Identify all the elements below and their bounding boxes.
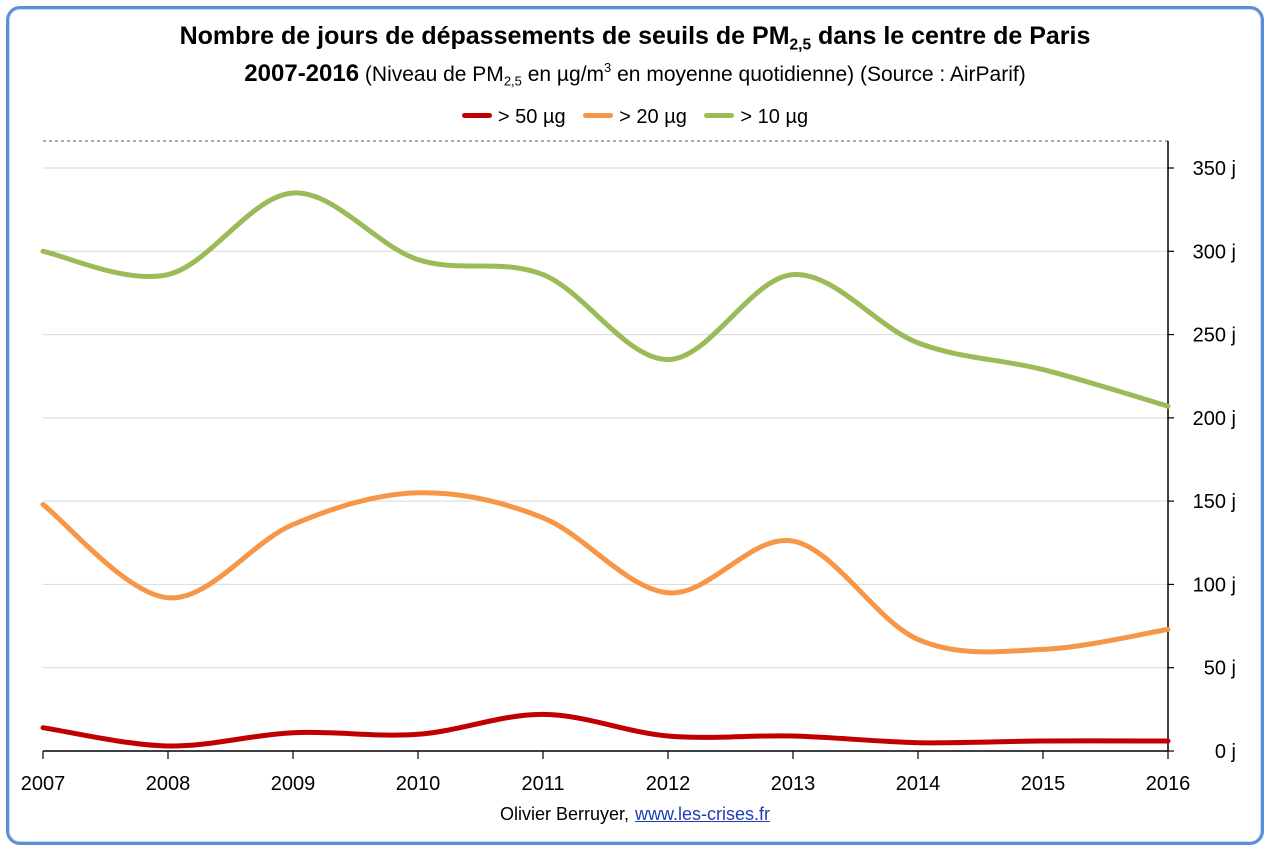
legend-item-over-10: > 10 µg [704, 106, 808, 129]
chart-subtitle: 2007-2016 (Niveau de PM2,5 en µg/m3 en m… [244, 59, 1026, 89]
x-tick-label: 2016 [1146, 773, 1191, 795]
legend-swatch [704, 113, 735, 119]
credit-line: Olivier Berruyer, www.les-crises.fr [0, 804, 1270, 825]
series-line-over-20 [40, 490, 1171, 655]
y-tick-label: 100 j [1193, 574, 1236, 596]
y-tick-label: 200 j [1193, 408, 1236, 430]
x-tick-label: 2009 [271, 773, 316, 795]
y-tick-label: 0 j [1215, 741, 1236, 763]
legend-label: > 50 µg [497, 106, 566, 128]
x-tick-label: 2008 [146, 773, 191, 795]
y-tick-label: 150 j [1193, 491, 1236, 513]
y-tick-label: 350 j [1193, 158, 1236, 180]
credit-author: Olivier Berruyer, [499, 804, 630, 824]
legend-item-over-20: > 20 µg [583, 106, 687, 129]
x-tick-label: 2011 [521, 773, 564, 795]
y-tick-label: 300 j [1193, 241, 1236, 263]
credit-link[interactable]: www.les-crises.fr [635, 804, 771, 824]
series-line-over-10 [40, 190, 1171, 409]
x-tick-label: 2012 [646, 773, 691, 795]
legend-label: > 10 µg [740, 106, 809, 128]
series-line-over-50 [40, 711, 1171, 749]
legend-swatch [583, 113, 614, 119]
x-tick-label: 2007 [21, 773, 66, 795]
chart-frame [6, 6, 1264, 845]
x-tick-label: 2014 [896, 773, 941, 795]
legend-item-over-50: > 50 µg [461, 106, 566, 129]
legend-swatch [461, 113, 492, 119]
legend-label: > 20 µg [619, 106, 687, 128]
x-tick-label: 2013 [771, 773, 816, 795]
x-tick-label: 2015 [1021, 773, 1066, 795]
chart-title: Nombre de jours de dépassements de seuil… [179, 22, 1091, 54]
y-tick-label: 50 j [1204, 658, 1236, 680]
y-tick-label: 250 j [1193, 325, 1236, 347]
x-tick-label: 2010 [396, 773, 441, 795]
chart-legend: > 50 µg > 20 µg > 10 µg [0, 106, 1270, 129]
